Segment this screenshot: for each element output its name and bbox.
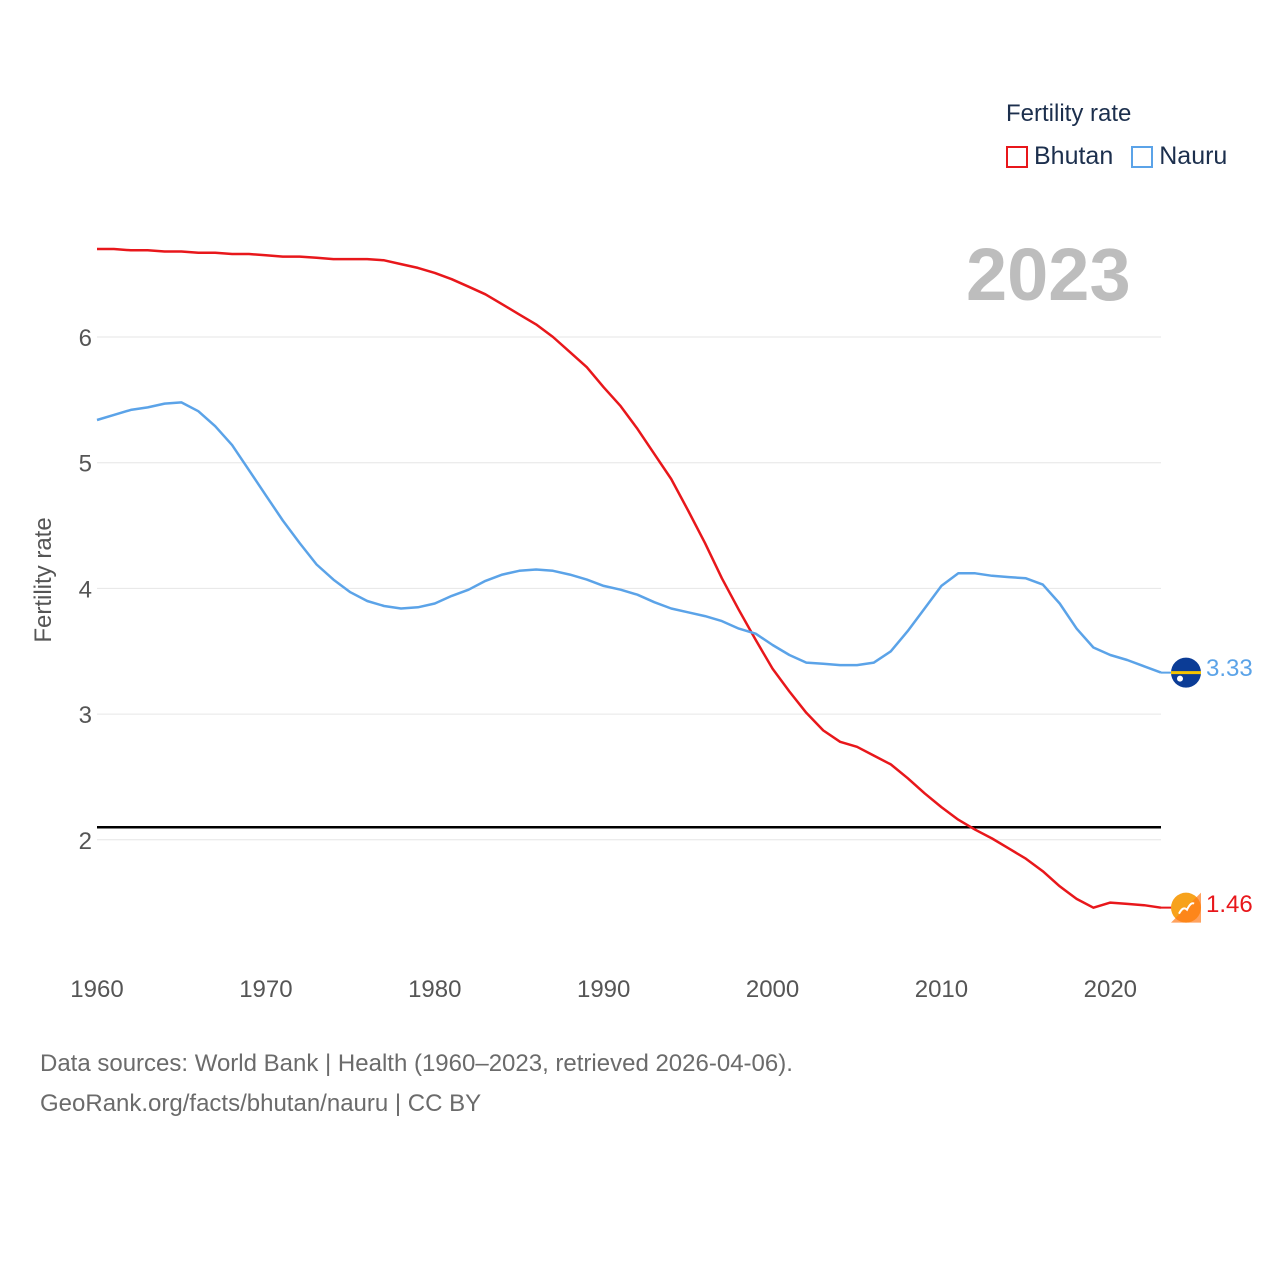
x-tick-label: 1980 [408, 976, 461, 1003]
x-tick-label: 1970 [239, 976, 292, 1003]
legend-item-nauru[interactable]: Nauru [1131, 142, 1227, 171]
y-tick-label: 6 [79, 325, 92, 352]
x-tick-label: 2010 [915, 976, 968, 1003]
nauru-flag-stripe [1171, 671, 1201, 675]
legend: Bhutan Nauru [1006, 142, 1245, 171]
legend-swatch-nauru [1131, 145, 1154, 168]
series-line-nauru [96, 401, 1162, 674]
end-label-nauru: 3.33 [1206, 655, 1253, 682]
legend-swatch-bhutan [1006, 145, 1028, 168]
source-line-2: GeoRank.org/facts/bhutan/nauru | CC BY [40, 1090, 482, 1117]
year-label: 2023 [966, 233, 1131, 316]
legend-label-nauru: Nauru [1159, 142, 1228, 170]
series-line-bhutan [97, 247, 1162, 909]
y-tick-label: 2 [79, 828, 92, 855]
legend-item-bhutan[interactable]: Bhutan [1006, 142, 1113, 171]
y-tick-label: 5 [79, 451, 92, 478]
nauru-flag-star [1177, 675, 1183, 682]
x-tick-label: 1990 [577, 976, 630, 1003]
source-note: Data sources: World Bank | Health (1960–… [40, 1044, 793, 1124]
y-axis-label: Fertility rate [30, 517, 57, 642]
x-tick-label: 2000 [746, 976, 799, 1003]
legend-label-bhutan: Bhutan [1034, 142, 1114, 170]
source-line-1: Data sources: World Bank | Health (1960–… [40, 1050, 793, 1077]
bhutan-flag-dragon [1178, 902, 1195, 915]
x-tick-label: 1960 [70, 976, 123, 1003]
y-tick-label: 3 [79, 702, 92, 729]
y-tick-label: 4 [79, 576, 92, 603]
x-tick-label: 2020 [1084, 976, 1137, 1003]
legend-title: Fertility rate [1006, 100, 1132, 127]
bhutan-flag-half [1171, 892, 1201, 923]
end-label-bhutan: 1.46 [1206, 891, 1253, 918]
